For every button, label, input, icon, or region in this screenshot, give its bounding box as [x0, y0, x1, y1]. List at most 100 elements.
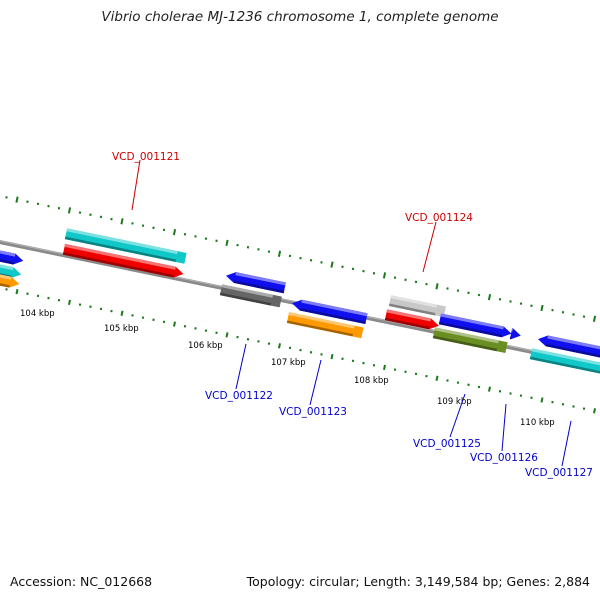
outer-minor-tick	[446, 287, 449, 290]
inner-minor-tick	[498, 390, 502, 393]
outer-minor-tick	[152, 226, 155, 230]
tick-label: 109 kbp	[437, 397, 472, 407]
gene-label: VCD_001126	[470, 452, 538, 464]
outer-minor-tick	[509, 300, 512, 303]
outer-minor-tick	[414, 280, 418, 284]
outer-minor-tick	[246, 246, 250, 249]
gene-label: VCD_001124	[405, 212, 473, 224]
inner-minor-tick	[425, 374, 428, 378]
blue-gene-arrow	[292, 299, 368, 325]
outer-minor-tick	[393, 276, 397, 279]
inner-minor-tick	[509, 392, 512, 395]
inner-minor-tick	[288, 346, 292, 350]
outer-major-tick	[435, 283, 439, 290]
outer-major-tick	[225, 239, 229, 247]
outer-minor-tick	[519, 302, 523, 305]
outer-minor-tick	[78, 211, 82, 214]
gene-label-leader	[501, 403, 507, 452]
outer-minor-tick	[5, 196, 8, 199]
outer-major-tick	[172, 228, 177, 236]
inner-minor-tick	[519, 394, 523, 397]
gray_dark-gene-arrow	[219, 284, 282, 308]
blue-gene-arrow	[438, 313, 512, 338]
outer-major-tick	[592, 315, 597, 322]
inner-major-tick	[120, 310, 124, 316]
outer-minor-tick	[194, 235, 197, 238]
tick-label: 107 kbp	[271, 358, 306, 368]
outer-minor-tick	[582, 315, 586, 318]
orange-gene-arrow	[286, 312, 364, 339]
inner-minor-tick	[530, 396, 533, 400]
inner-minor-tick	[57, 298, 61, 302]
inner-minor-tick	[477, 385, 481, 389]
gene-label-leader	[309, 359, 322, 406]
tick-label: 104 kbp	[20, 309, 55, 319]
inner-minor-tick	[5, 288, 8, 291]
outer-minor-tick	[288, 254, 292, 258]
inner-minor-tick	[236, 335, 239, 339]
feature-layer	[0, 228, 600, 376]
inner-major-tick	[540, 397, 544, 403]
inner-minor-tick	[99, 307, 103, 311]
gene-label-leader	[422, 221, 437, 273]
outer-minor-tick	[47, 204, 50, 208]
orange-gene-arrow	[0, 271, 20, 288]
outer-major-tick	[540, 304, 544, 312]
outer-major-tick	[487, 293, 492, 301]
outer-minor-tick	[215, 239, 218, 243]
outer-minor-tick	[131, 222, 134, 225]
outer-minor-tick	[110, 217, 113, 221]
outer-major-tick	[67, 207, 72, 214]
outer-minor-tick	[204, 237, 208, 240]
inner-minor-tick	[204, 329, 208, 332]
outer-minor-tick	[477, 293, 481, 297]
inner-major-tick	[173, 321, 176, 327]
olive-gene-arrow	[432, 327, 508, 354]
outer-minor-tick	[267, 250, 271, 253]
outer-minor-tick	[89, 213, 92, 216]
red-gene-arrow	[384, 309, 439, 330]
label-layer: VCD_001121 VCD_001122 VCD_001123 VCD_001124…	[112, 151, 593, 479]
outer-minor-tick	[572, 313, 575, 316]
inner-minor-tick	[110, 309, 113, 313]
inner-major-tick	[278, 343, 281, 349]
gray_light-gene-arrow	[388, 295, 446, 318]
topology-text: Topology: circular; Length: 3,149,584 bp…	[246, 574, 590, 589]
outer-minor-tick	[320, 261, 323, 264]
tick-label: 110 kbp	[520, 418, 555, 428]
inner-minor-tick	[351, 359, 355, 363]
gene-label-leader	[561, 420, 572, 467]
inner-minor-tick	[393, 368, 397, 371]
inner-minor-tick	[194, 327, 197, 330]
cyan-gene-arrow	[64, 228, 187, 264]
cyan-gene-arrow	[529, 348, 600, 376]
inner-minor-tick	[152, 318, 155, 322]
inner-minor-tick	[257, 340, 260, 343]
outer-minor-tick	[351, 267, 355, 271]
inner-major-tick	[435, 375, 439, 381]
inner-minor-tick	[26, 292, 29, 295]
inner-minor-tick	[89, 305, 92, 308]
inner-minor-tick	[456, 381, 460, 384]
outer-minor-tick	[162, 228, 166, 232]
gene-label-leader	[235, 343, 247, 390]
inner-major-tick	[15, 288, 19, 295]
inner-minor-tick	[341, 357, 344, 361]
outer-minor-tick	[372, 272, 376, 275]
inner-minor-tick	[414, 372, 418, 376]
inner-minor-tick	[362, 361, 365, 365]
inner-minor-tick	[446, 379, 449, 382]
gene-label: VCD_001123	[279, 406, 347, 418]
outer-major-tick	[330, 261, 334, 268]
map-title: Vibrio cholerae MJ-1236 chromosome 1, co…	[101, 9, 499, 25]
outer-minor-tick	[36, 202, 40, 206]
gene-label: VCD_001121	[112, 151, 180, 163]
blue-gene-arrow	[538, 335, 600, 360]
inner-minor-tick	[467, 383, 470, 387]
inner-minor-tick	[47, 296, 50, 300]
inner-minor-tick	[561, 403, 565, 406]
outer-major-tick	[15, 196, 19, 203]
outer-minor-tick	[498, 298, 502, 301]
blue-gene-arrow	[226, 272, 286, 294]
